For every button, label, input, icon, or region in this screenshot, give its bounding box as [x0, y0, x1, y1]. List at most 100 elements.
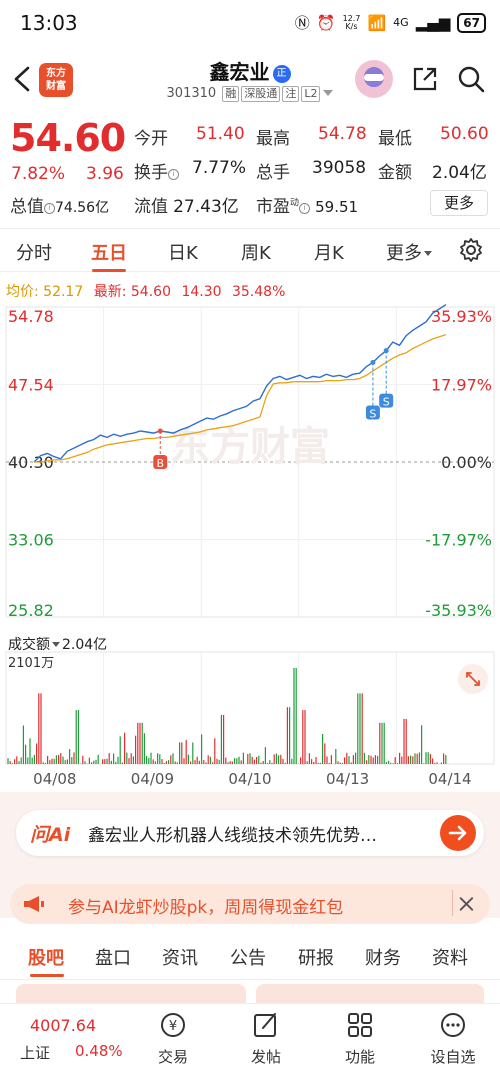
content-tabs: 股吧 盘口 资讯 公告 研报 财务 资料	[0, 932, 500, 980]
marker-dot	[157, 428, 163, 434]
x-label: 04/13	[326, 770, 369, 788]
volume-selector[interactable]: 成交额 2.04亿	[8, 637, 108, 653]
tab-research[interactable]: 研报	[298, 948, 334, 969]
arrow-right-icon[interactable]	[440, 815, 476, 851]
search-icon[interactable]	[456, 64, 486, 94]
volume-pane-frame	[5, 651, 495, 765]
marker-label: B	[156, 457, 164, 470]
promo-banner[interactable]: 参与AI龙虾炒股pk，周周得现金红包	[10, 884, 490, 924]
turnover-value: 7.77%	[192, 158, 247, 178]
y-label-right: 17.97%	[431, 376, 492, 395]
float-item: 流值 27.43亿	[134, 197, 239, 217]
x-label: 04/10	[228, 770, 271, 788]
marker-badge	[365, 405, 380, 420]
tab-daily-k[interactable]: 日K	[168, 243, 198, 264]
nav-functions[interactable]: 功能	[330, 1010, 390, 1067]
y-label-right: 0.00%	[441, 453, 492, 472]
more-button[interactable]: 更多	[430, 190, 488, 216]
content-peek	[16, 984, 484, 1004]
avg-value: 52.17	[43, 284, 84, 300]
tab-monthly-k[interactable]: 月K	[314, 243, 344, 264]
current-price: 54.60	[10, 116, 126, 160]
tab-underline	[92, 269, 126, 272]
ai-avatar[interactable]	[355, 60, 393, 98]
marker-dot	[383, 348, 389, 354]
stock-code-line[interactable]: 301310 融深股通注 L2	[0, 86, 500, 102]
chevron-down-icon	[424, 251, 432, 256]
chevron-down-icon	[323, 90, 334, 96]
tab-finance[interactable]: 财务	[365, 948, 401, 969]
high-value: 54.78	[318, 124, 367, 144]
nav-post[interactable]: 发帖	[236, 1010, 296, 1067]
battery-icon: 67	[457, 12, 486, 33]
status-bar: 13:03 Ⓝ ⏰ 12.7 K/s 📶 4G ▂▄▆ 67	[0, 0, 500, 46]
x-label: 04/08	[33, 770, 76, 788]
tab-more[interactable]: 更多	[386, 239, 432, 265]
tab-five-day[interactable]: 五日	[91, 243, 127, 264]
tag-registered: 注	[282, 86, 300, 102]
marker-dot	[370, 359, 376, 365]
tab-profile[interactable]: 资料	[432, 948, 468, 969]
y-label-right: 35.93%	[431, 307, 492, 326]
grid-icon	[348, 1013, 372, 1037]
signal-label: 4G	[393, 16, 409, 29]
y-label-right: -17.97%	[425, 531, 492, 550]
tab-announcements[interactable]: 公告	[230, 948, 266, 969]
stock-name: 鑫宏业正	[0, 56, 500, 85]
tag-level2: L2	[301, 86, 321, 102]
change-percent: 7.82%	[11, 164, 66, 184]
wifi-icon: 📶	[367, 13, 387, 32]
watermark: 东方财富	[170, 424, 330, 470]
back-icon[interactable]	[10, 64, 36, 94]
index-value[interactable]: 4007.64	[30, 1016, 97, 1035]
tab-news[interactable]: 资讯	[162, 948, 198, 969]
avg-label: 均价:	[6, 284, 39, 300]
low-label: 最低	[378, 129, 412, 149]
expand-icon[interactable]	[458, 664, 488, 694]
marker-badge	[153, 455, 168, 469]
status-time: 13:03	[20, 11, 78, 35]
x-label: 04/09	[131, 770, 174, 788]
tab-underline	[30, 974, 64, 977]
index-percent[interactable]: 0.48%	[75, 1042, 123, 1060]
index-name[interactable]: 上证	[20, 1044, 51, 1062]
five-day-chart[interactable]: 东方财富 54.78 35.93% 47.54 17.97% 40.30 0.00% 33.0…	[0, 300, 500, 790]
tab-weekly-k[interactable]: 周K	[241, 243, 271, 264]
tab-pankou[interactable]: 盘口	[95, 948, 131, 969]
y-label-left: 25.82	[8, 601, 54, 620]
signal-icon: ▂▄▆	[415, 13, 451, 32]
avg-price-line	[34, 333, 447, 463]
amount-value: 2.04亿	[432, 163, 487, 183]
nav-add-watchlist[interactable]: 设自选	[423, 1010, 483, 1067]
ai-question-bar[interactable]: 问Ai 鑫宏业人形机器人线缆技术领先优势…	[16, 810, 484, 856]
x-label: 04/14	[428, 770, 471, 788]
high-label: 最高	[256, 129, 290, 149]
info-icon: i	[299, 203, 311, 214]
nav-trade[interactable]: ¥ 交易	[143, 1010, 203, 1067]
chart-tabs: 分时 五日 日K 周K 月K 更多	[0, 228, 500, 272]
tab-intraday[interactable]: 分时	[16, 243, 52, 264]
ai-section: 问Ai 鑫宏业人形机器人线缆技术领先优势… 参与AI龙虾炒股pk，周周得现金红包	[0, 792, 500, 924]
marker-badge	[379, 393, 394, 408]
ai-logo: 问Ai	[30, 824, 71, 846]
y-label-right: -35.93%	[425, 601, 492, 620]
tag-margin: 融	[222, 86, 240, 102]
open-label: 今开	[134, 129, 168, 149]
promo-text: 参与AI龙虾炒股pk，周周得现金红包	[68, 898, 344, 918]
amount-label: 金额	[378, 163, 412, 183]
gear-icon[interactable]	[458, 237, 484, 263]
tab-guba[interactable]: 股吧	[28, 948, 64, 969]
nfc-icon: Ⓝ	[294, 14, 310, 32]
volume-label: 总手	[256, 163, 290, 183]
change-amount: 3.96	[86, 164, 124, 184]
latest-value: 54.60	[130, 284, 171, 300]
ai-question-text: 鑫宏业人形机器人线缆技术领先优势…	[88, 826, 377, 846]
brand-logo[interactable]: 东方 财富	[39, 63, 73, 97]
close-icon[interactable]	[452, 890, 476, 916]
y-label-left: 33.06	[8, 531, 54, 550]
bottom-nav: 4007.64 上证 0.48% ¥ 交易 发帖 功能 设自选	[0, 1003, 500, 1083]
share-icon[interactable]	[410, 64, 440, 94]
tag-connect: 深股通	[241, 86, 281, 102]
chart-info-line: 均价: 52.17 最新: 54.60 14.30 35.48%	[6, 281, 285, 301]
alarm-icon: ⏰	[316, 13, 336, 32]
